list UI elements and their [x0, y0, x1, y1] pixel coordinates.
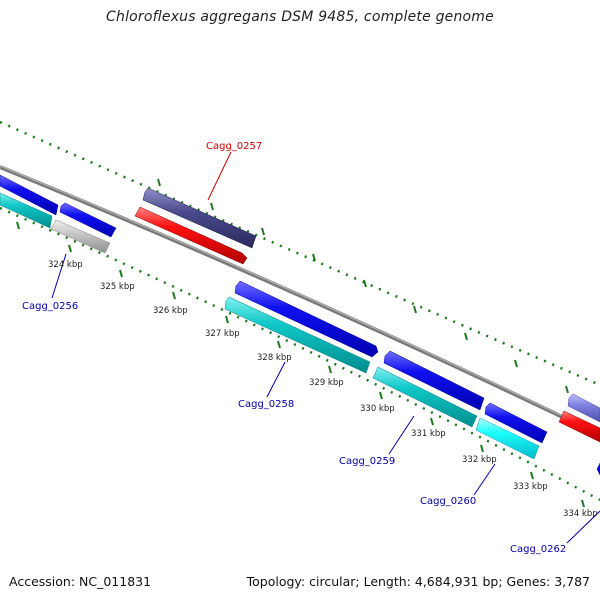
tick-label: 333 kbp [513, 482, 548, 492]
tick-label: 327 kbp [205, 329, 240, 339]
tick-label: 330 kbp [360, 404, 395, 414]
tick-label: 325 kbp [100, 282, 135, 292]
gene-arrow-cagg-0259[interactable] [383, 350, 485, 411]
gene-arrow-cagg-0258-rev[interactable] [224, 296, 371, 374]
gene-arrow-cagg-0256[interactable] [50, 219, 111, 254]
rna-arrow-cagg-0257[interactable] [134, 206, 248, 265]
gene-label-cagg-0256[interactable]: Cagg_0256 [22, 301, 78, 312]
gene-arrow-cagg-0258[interactable] [234, 280, 379, 358]
connector-cagg-0259 [388, 415, 415, 455]
accession-text: Accession: NC_011831 [9, 574, 152, 589]
rna-arrow[interactable] [558, 410, 600, 443]
gene-arrow-cagg-0260[interactable] [475, 417, 540, 460]
outer-tick-marks [157, 178, 569, 394]
gene-label-cagg-0258[interactable]: Cagg_0258 [238, 399, 294, 410]
inner-tick-marks [16, 221, 585, 508]
tick-label: 324 kbp [48, 260, 83, 270]
gene-arrow-forward[interactable] [567, 393, 600, 423]
connector-cagg-0260 [473, 463, 496, 496]
inner-dotted-track [0, 206, 600, 502]
gene-arrow-reverse[interactable] [0, 192, 53, 229]
tick-label: 328 kbp [257, 353, 292, 363]
gene-label-cagg-0262[interactable]: Cagg_0262 [510, 544, 566, 555]
gene-label-cagg-0257[interactable]: Cagg_0257 [206, 141, 262, 152]
gene-arrow-cagg-0259-rev[interactable] [372, 366, 478, 428]
gene-arrow-forward[interactable] [596, 462, 600, 476]
map-title: Chloroflexus aggregans DSM 9485, complet… [106, 9, 494, 25]
tick-label: 329 kbp [309, 378, 344, 388]
tick-label: 331 kbp [411, 429, 446, 439]
tick-labels: 324 kbp 325 kbp 326 kbp 327 kbp 328 kbp … [48, 260, 598, 519]
gene-arrow-forward[interactable] [484, 402, 548, 444]
gene-arrow-forward[interactable] [59, 202, 117, 238]
genome-backbone [0, 165, 600, 437]
tick-label: 332 kbp [462, 455, 497, 465]
gene-label-cagg-0260[interactable]: Cagg_0260 [420, 496, 476, 507]
connector-cagg-0256 [51, 253, 67, 299]
gene-label-cagg-0259[interactable]: Cagg_0259 [339, 456, 395, 467]
tick-label: 326 kbp [153, 306, 188, 316]
outer-dotted-track [0, 120, 600, 387]
tick-label: 334 kbp [563, 509, 598, 519]
gene-arrow-forward[interactable] [0, 174, 59, 216]
connector-cagg-0262 [566, 510, 600, 544]
gene-arrow-cagg-0257[interactable] [142, 187, 257, 249]
gene-labels: Cagg_0256 Cagg_0257 Cagg_0258 Cagg_0259 … [22, 141, 566, 555]
connector-cagg-0258 [266, 361, 286, 398]
connector-cagg-0257 [207, 151, 232, 201]
genome-summary-text: Topology: circular; Length: 4,684,931 bp… [246, 574, 590, 589]
